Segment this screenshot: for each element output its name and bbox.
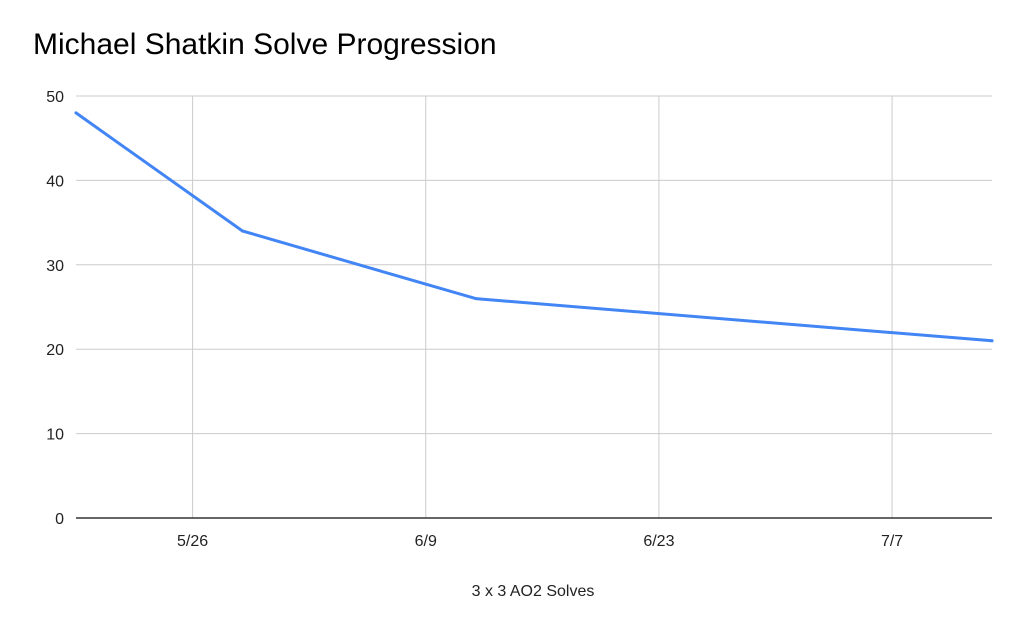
y-tick-label: 40 <box>46 173 64 190</box>
data-point <box>74 111 78 115</box>
x-tick-label: 6/23 <box>643 533 674 550</box>
y-tick-label: 10 <box>46 427 64 444</box>
chart-title: Michael Shatkin Solve Progression <box>33 28 497 61</box>
series-line <box>74 111 994 343</box>
y-tick-label: 0 <box>55 511 64 528</box>
y-tick-label: 50 <box>46 89 64 106</box>
x-axis-title: 3 x 3 AO2 Solves <box>472 583 595 600</box>
y-tick-label: 20 <box>46 342 64 359</box>
data-point <box>241 229 245 233</box>
tick-labels: 0 10 20 30 40 50 5/26 6/9 6/23 7/7 <box>46 89 903 550</box>
x-tick-label: 6/9 <box>415 533 437 550</box>
x-tick-label: 5/26 <box>177 533 208 550</box>
x-tick-label: 7/7 <box>881 533 903 550</box>
data-point <box>990 339 994 343</box>
y-tick-label: 30 <box>46 258 64 275</box>
grid-lines <box>76 95 992 518</box>
data-point <box>474 297 478 301</box>
series-lines <box>74 111 994 343</box>
